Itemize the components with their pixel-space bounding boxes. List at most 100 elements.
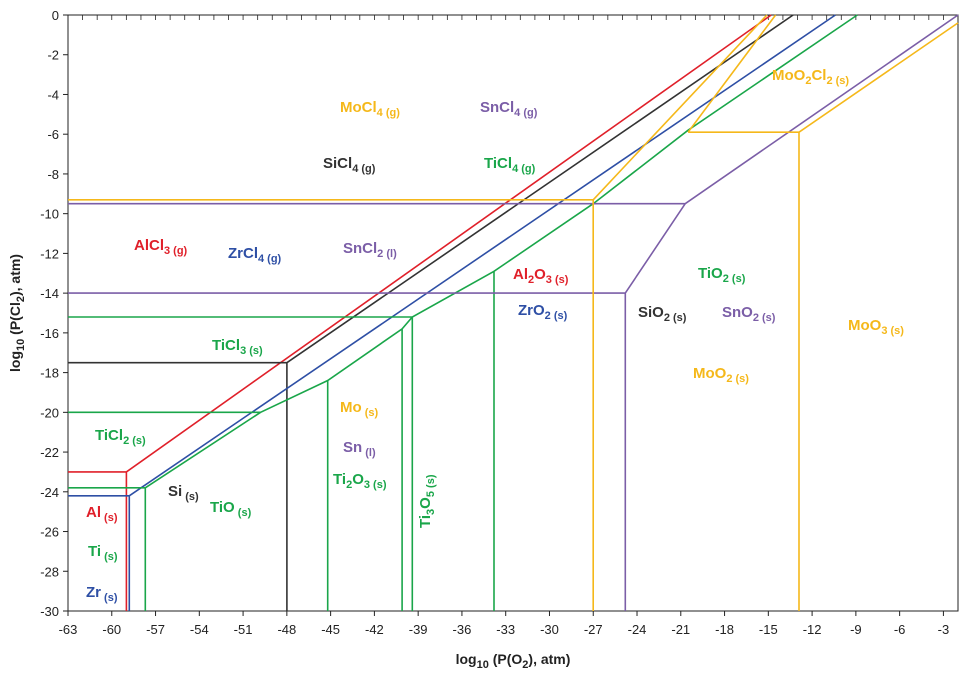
region-label-part: 2 (l) <box>377 248 397 260</box>
y-tick-label: -20 <box>40 405 59 420</box>
region-label-part: 2 (s) <box>664 312 687 324</box>
y-tick-label: -12 <box>40 246 59 261</box>
region-label-part: Al <box>86 504 101 521</box>
region-label-part: O <box>534 266 546 283</box>
region-label-part: TiCl <box>95 427 123 444</box>
region-label-part: AlCl <box>134 237 164 254</box>
region-label: Mo (s) <box>340 399 379 419</box>
y-tick-label: -16 <box>40 326 59 341</box>
region-label-part: Ti <box>417 515 434 528</box>
y-axis-title: log10 (P(Cl2), atm) <box>7 254 27 372</box>
region-label-part: SnO <box>722 304 753 321</box>
region-label-part: 3 (s) <box>546 274 569 286</box>
plot-frame <box>67 14 959 612</box>
x-tick-label: -57 <box>146 622 165 637</box>
x-tick-label: -63 <box>59 622 78 637</box>
region-label-part: 2 (s) <box>723 273 746 285</box>
x-tick-label: -3 <box>938 622 950 637</box>
region-label: ZrO2 (s) <box>518 302 568 322</box>
region-label: Ti (s) <box>88 543 118 563</box>
y-tick-label: -8 <box>47 167 59 182</box>
region-label-part: TiCl <box>484 155 512 172</box>
region-label-part: (s) <box>182 491 199 503</box>
region-label-part: (s) <box>362 407 379 419</box>
region-label-part: MoO <box>772 67 806 84</box>
region-label-part: 3 (g) <box>164 245 188 257</box>
region-label-part: (s) <box>101 592 118 604</box>
region-label-part: (s) <box>235 507 252 519</box>
y-axis-title-part: ), atm) <box>7 254 23 296</box>
region-label-part: 4 (g) <box>377 107 401 119</box>
boundary-line <box>68 14 794 611</box>
region-label: Ti3O5 (s) <box>417 474 437 528</box>
region-label-part: 2 (s) <box>123 435 146 447</box>
region-label-part: ZrO <box>518 302 545 319</box>
y-axis-title-part: 2 <box>15 296 27 302</box>
x-axis-title-part: (P(O <box>489 651 523 667</box>
region-label-part: Sn <box>343 439 362 456</box>
region-label: Al (s) <box>86 504 118 524</box>
region-label-part: SnCl <box>480 99 514 116</box>
x-tick-label: -42 <box>365 622 384 637</box>
region-label-part: 2 <box>346 479 352 491</box>
y-tick-label: -28 <box>40 564 59 579</box>
region-label-part: 2 (s) <box>545 310 568 322</box>
region-label-part: SnCl <box>343 240 377 257</box>
region-label-part: TiCl <box>212 337 240 354</box>
x-tick-label: -27 <box>584 622 603 637</box>
region-label-part: 3 (s) <box>364 479 387 491</box>
region-label-part: 5 (s) <box>425 474 437 497</box>
region-label: MoO2 (s) <box>693 365 749 385</box>
region-label: MoO3 (s) <box>848 317 904 337</box>
region-label-part: 4 (g) <box>514 107 538 119</box>
boundary-line <box>68 14 959 611</box>
region-label: Ti2O3 (s) <box>333 471 387 491</box>
region-label-part: 2 (s) <box>726 373 749 385</box>
x-tick-label: -51 <box>234 622 253 637</box>
x-axis-title-part: ), atm) <box>528 651 570 667</box>
y-tick-label: -14 <box>40 286 59 301</box>
region-label-part: (l) <box>362 447 376 459</box>
x-tick-label: -15 <box>759 622 778 637</box>
region-label-part: 2 <box>805 75 811 87</box>
region-label-part: O <box>352 471 364 488</box>
region-label: TiCl4 (g) <box>484 155 536 175</box>
region-label-part: 2 <box>528 274 534 286</box>
x-tick-label: -33 <box>496 622 515 637</box>
y-axis-title-part: log <box>7 351 23 372</box>
region-label-part: Cl <box>811 67 826 84</box>
x-tick-label: -54 <box>190 622 209 637</box>
region-label-part: Al <box>513 266 528 283</box>
y-tick-label: -30 <box>40 604 59 619</box>
region-label: SnO2 (s) <box>722 304 776 324</box>
region-label-part: MoO <box>693 365 727 382</box>
region-label-part: 3 (s) <box>240 345 263 357</box>
region-label-part: O <box>417 497 434 509</box>
x-axis-title: log10 (P(O2), atm) <box>456 651 571 671</box>
region-label-part: TiO <box>210 499 235 516</box>
y-tick-label: -22 <box>40 445 59 460</box>
x-tick-label: -9 <box>850 622 862 637</box>
region-label-part: 3 (s) <box>881 325 904 337</box>
region-label-part: ZrCl <box>228 245 258 262</box>
x-tick-label: -12 <box>803 622 822 637</box>
x-axis-title-part: 10 <box>477 659 489 671</box>
x-axis-title-part: log <box>456 651 477 667</box>
region-label: SiCl4 (g) <box>323 155 376 175</box>
region-label-part: (s) <box>101 512 118 524</box>
y-tick-label: -4 <box>47 87 59 102</box>
region-label: TiCl3 (s) <box>212 337 263 357</box>
region-label-part: Ti <box>333 471 346 488</box>
x-tick-label: -24 <box>628 622 647 637</box>
region-label-part: (s) <box>101 551 118 563</box>
region-label-part: Zr <box>86 584 101 601</box>
region-label: TiO (s) <box>210 499 252 519</box>
x-axis-title-part: 2 <box>522 659 528 671</box>
y-tick-label: -6 <box>47 127 59 142</box>
region-label-part: 2 (s) <box>826 75 849 87</box>
region-label: SnCl2 (l) <box>343 240 397 260</box>
region-label-part: SiO <box>638 304 664 321</box>
region-label-part: TiO <box>698 265 723 282</box>
region-label-part: MoO <box>848 317 882 334</box>
